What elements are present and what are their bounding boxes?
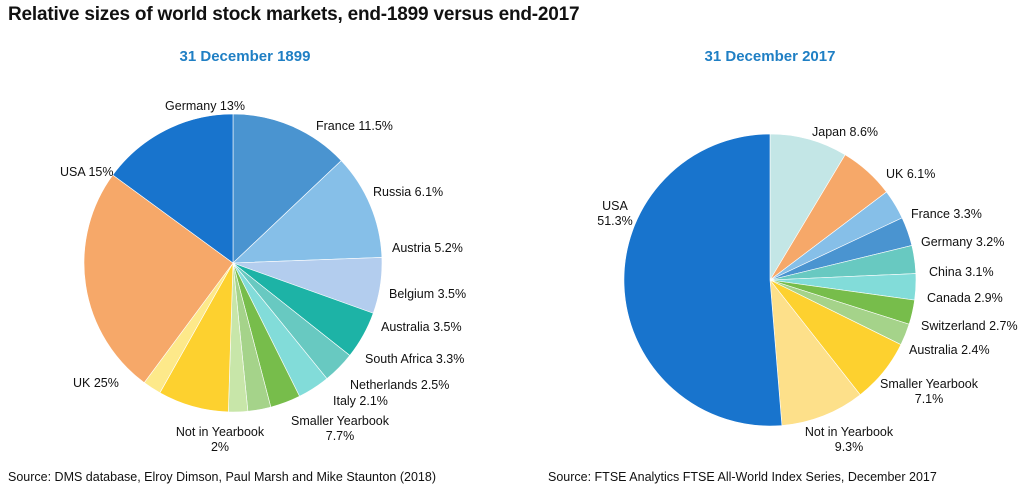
- pie0-label-11: UK 25%: [73, 376, 119, 390]
- pie1-label-4: China 3.1%: [929, 265, 994, 279]
- pie1-label-2: France 3.3%: [911, 207, 982, 221]
- pie1-label-5: Canada 2.9%: [927, 291, 1003, 305]
- pie1-label-10: USA 51.3%: [597, 199, 632, 228]
- pie-2017: Japan 8.6% UK 6.1% France 3.3% Germany 3.2%…: [597, 125, 1017, 454]
- pie-2017-subtitle: 31 December 2017: [704, 48, 836, 65]
- pie0-label-5: Australia 3.5%: [381, 320, 462, 334]
- source-note-1899: Source: DMS database, Elroy Dimson, Paul…: [8, 470, 436, 484]
- pie0-label-4: Belgium 3.5%: [389, 287, 466, 301]
- pie1-label-1: UK 6.1%: [886, 167, 935, 181]
- pie1-label-9: Not in Yearbook 9.3%: [805, 425, 894, 454]
- pie0-slice-12-usa: [112, 113, 234, 264]
- pie0-label-0: Germany 13%: [165, 99, 245, 113]
- pie-1899-subtitle: 31 December 1899: [179, 48, 311, 65]
- pie0-label-12: USA 15%: [60, 165, 114, 179]
- pie-1899: Germany 13% France 11.5% Russia 6.1% Austri…: [60, 99, 466, 454]
- pie1-slice-9-not: [769, 279, 861, 426]
- pie0-label-8: Italy 2.1%: [333, 394, 388, 408]
- pie0-slice-11-uk: [83, 174, 234, 384]
- pie1-label-6: Switzerland 2.7%: [921, 319, 1018, 333]
- pie0-label-10: Not in Yearbook 2%: [176, 425, 265, 454]
- pie0-label-7: Netherlands 2.5%: [350, 378, 449, 392]
- source-note-2017: Source: FTSE Analytics FTSE All-World In…: [548, 470, 937, 484]
- pie1-label-0: Japan 8.6%: [812, 125, 878, 139]
- pie0-label-6: South Africa 3.3%: [365, 352, 464, 366]
- pie0-slice-0-germany: [232, 113, 342, 264]
- pie1-label-7: Australia 2.4%: [909, 343, 990, 357]
- pie0-slice-1-france: [232, 160, 383, 264]
- pie0-label-2: Russia 6.1%: [373, 185, 443, 199]
- pie0-label-3: Austria 5.2%: [392, 241, 463, 255]
- pie1-slice-10-usa: [623, 133, 783, 427]
- pie0-label-1: France 11.5%: [316, 119, 393, 133]
- pie0-label-9: Smaller Yearbook 7.7%: [291, 414, 390, 443]
- pie1-label-3: Germany 3.2%: [921, 235, 1004, 249]
- chart-title: Relative sizes of world stock markets, e…: [8, 4, 580, 25]
- pie1-label-8: Smaller Yearbook 7.1%: [880, 377, 979, 406]
